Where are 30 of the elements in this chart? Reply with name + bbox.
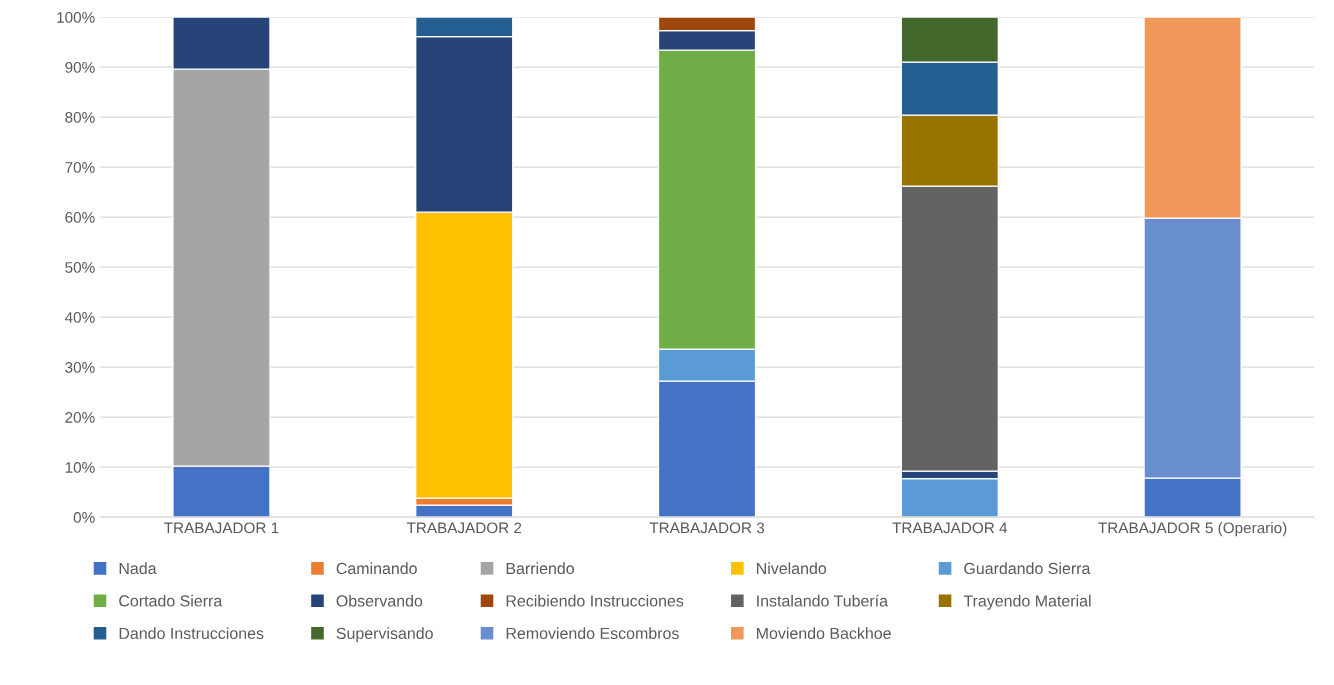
legend-label: Supervisando xyxy=(336,627,433,643)
legend-label: Moviendo Backhoe xyxy=(757,627,891,640)
legend-label: Barriendo xyxy=(506,562,574,575)
y-tick-label: 80% xyxy=(65,112,95,123)
x-tick-label: TRABAJADOR 4 xyxy=(892,522,1008,534)
y-tick-label: 60% xyxy=(65,212,95,223)
y-tick-label: 100% xyxy=(57,11,95,23)
x-tick-label: TRABAJADOR 5 (Operario) xyxy=(1098,522,1287,537)
legend-label: Trayendo Material xyxy=(963,594,1091,610)
legend-label: Observando xyxy=(336,594,423,607)
x-tick-label: TRABAJADOR 2 xyxy=(406,522,522,534)
y-tick-label: 50% xyxy=(65,262,95,273)
y-tick-label: 40% xyxy=(64,312,95,323)
legend-label: Dando Instrucciones xyxy=(119,627,264,640)
y-tick-label: 70% xyxy=(65,162,95,173)
legend-label: Nivelando xyxy=(757,562,827,575)
legend-label: Recibiendo Instrucciones xyxy=(506,594,684,607)
legend-label: Removiendo Escombros xyxy=(506,627,679,640)
y-tick-label: 20% xyxy=(65,412,95,423)
legend-label: Caminando xyxy=(336,562,417,575)
legend-label: Instalando Tubería xyxy=(757,594,889,607)
legend-label: Cortado Sierra xyxy=(119,594,223,607)
legend-label: Nada xyxy=(119,562,157,575)
y-tick-label: 0% xyxy=(73,512,95,523)
x-tick-label: TRABAJADOR 3 xyxy=(649,522,765,534)
y-tick-label: 10% xyxy=(65,462,95,473)
x-tick-label: TRABAJADOR 1 xyxy=(164,522,279,534)
y-tick-label: 90% xyxy=(65,62,95,73)
y-tick-label: 30% xyxy=(65,362,95,373)
legend-label: Guardando Sierra xyxy=(964,562,1091,575)
